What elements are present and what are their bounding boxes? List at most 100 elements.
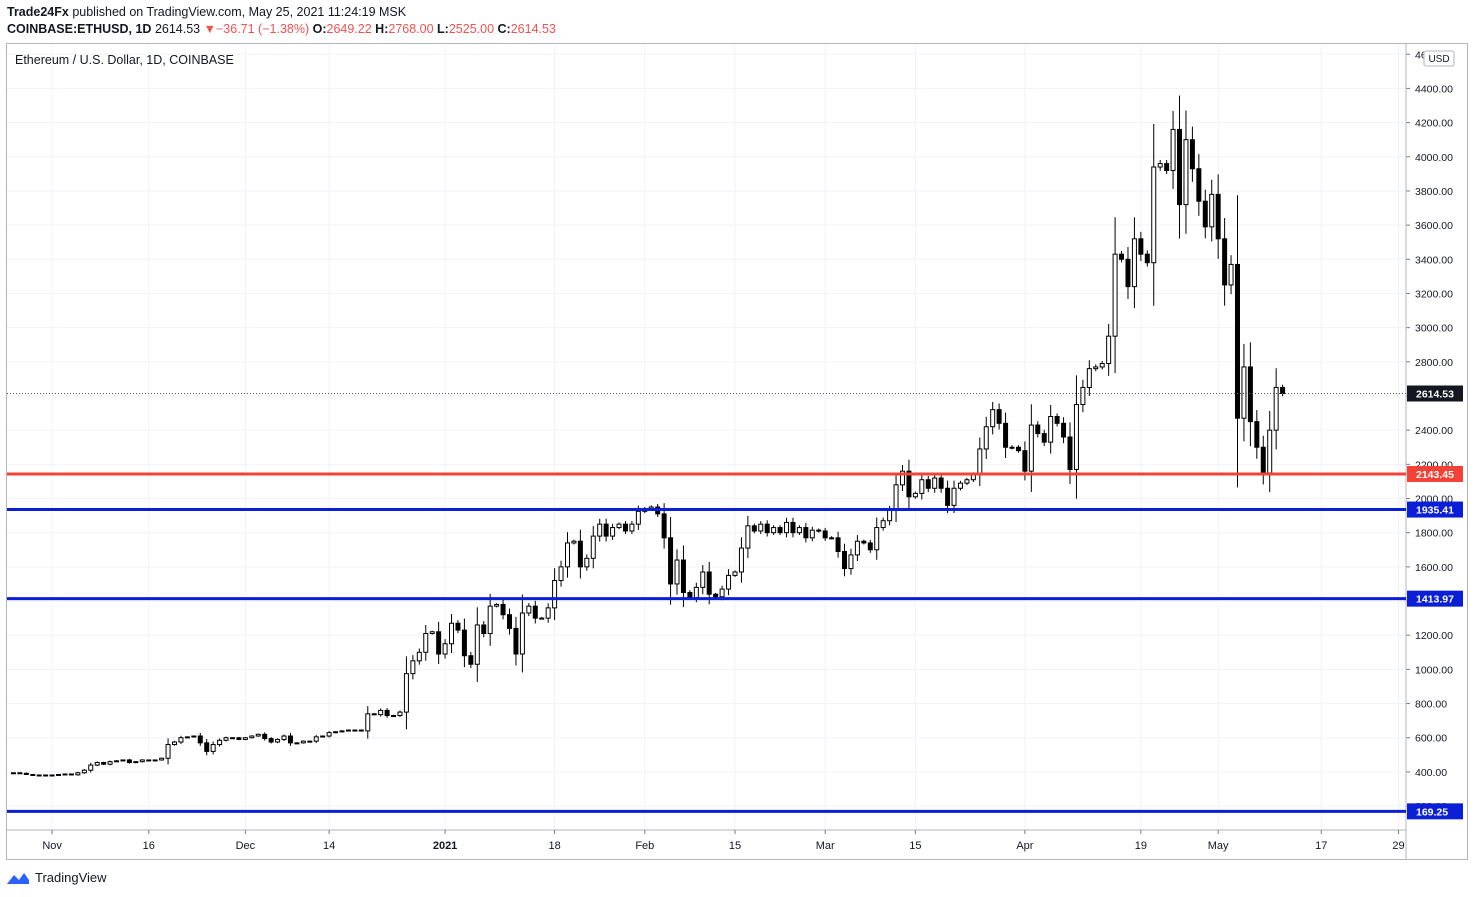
candle — [449, 622, 455, 645]
candle — [326, 732, 332, 737]
high-value: 2768.00 — [388, 22, 434, 36]
candle — [809, 529, 815, 539]
candle — [88, 764, 94, 771]
candle — [494, 603, 500, 607]
candle — [983, 426, 989, 450]
candle — [56, 773, 62, 776]
candle — [197, 735, 203, 744]
candle — [925, 479, 931, 489]
candle — [1164, 163, 1170, 171]
candle — [842, 550, 848, 570]
level-label: 1413.97 — [1416, 594, 1454, 606]
candle — [416, 651, 422, 662]
candle — [300, 740, 306, 744]
candle — [391, 715, 397, 718]
level-badge — [1407, 590, 1463, 607]
x-tick-label: May — [1208, 840, 1229, 852]
down-arrow-icon: ▼ — [203, 22, 216, 36]
candle — [803, 527, 809, 539]
tradingview-logo-icon — [7, 872, 29, 884]
candle — [938, 477, 944, 489]
candle — [307, 740, 313, 743]
y-tick-label: 1800.00 — [1415, 528, 1453, 540]
candle — [1247, 366, 1253, 423]
candle — [210, 744, 216, 752]
tradingview-footer[interactable]: TradingView — [6, 870, 107, 885]
candle — [487, 605, 493, 635]
candle — [1273, 386, 1279, 431]
candle — [1003, 422, 1009, 448]
y-tick-label: 3000.00 — [1415, 323, 1453, 335]
level-label: 2143.45 — [1416, 469, 1454, 481]
candle — [1048, 415, 1054, 443]
symbol-label: COINBASE:ETHUSD, 1D — [7, 22, 152, 36]
level-label: 169.25 — [1416, 806, 1448, 818]
candle — [726, 574, 732, 590]
candle — [635, 510, 641, 525]
candle — [403, 673, 409, 713]
candle — [532, 605, 538, 619]
candle — [584, 557, 590, 568]
x-tick-label: 29 — [1392, 840, 1404, 852]
x-tick-label: Nov — [42, 840, 62, 852]
candle — [577, 540, 583, 568]
candle — [1170, 128, 1176, 171]
candle — [996, 409, 1002, 424]
candle — [1196, 168, 1202, 202]
author-name[interactable]: Trade24Fx — [7, 5, 69, 19]
candle — [545, 607, 551, 619]
candle — [1022, 450, 1028, 472]
y-tick-label: 3400.00 — [1415, 254, 1453, 266]
candle — [229, 737, 235, 740]
candle — [912, 492, 918, 498]
candle — [1086, 368, 1092, 388]
candle — [101, 762, 107, 765]
candle — [81, 769, 87, 774]
candle — [674, 559, 680, 585]
candle — [1099, 363, 1105, 368]
y-tick-label: 600.00 — [1415, 733, 1447, 745]
candle — [204, 742, 210, 752]
candle — [1144, 253, 1150, 264]
y-tick-label: 800.00 — [1415, 699, 1447, 711]
x-tick-label: Feb — [635, 840, 654, 852]
candle — [281, 735, 287, 740]
candle — [146, 759, 152, 762]
candle — [771, 527, 777, 534]
candle — [932, 477, 938, 489]
open-label: O: — [312, 22, 327, 36]
candle — [1202, 200, 1208, 228]
candle — [738, 547, 744, 573]
candle — [1157, 163, 1163, 168]
x-tick-label: 15 — [909, 840, 921, 852]
x-tick-label: 2021 — [433, 840, 457, 852]
candle — [371, 713, 377, 716]
candle — [1112, 253, 1118, 337]
candle — [597, 523, 603, 537]
candle — [436, 631, 442, 655]
candle — [172, 741, 177, 746]
candle — [822, 530, 828, 539]
candle — [764, 523, 770, 534]
candle — [719, 588, 725, 598]
candle — [287, 735, 293, 744]
candle — [178, 737, 184, 743]
candle — [1177, 128, 1183, 206]
candle — [816, 529, 822, 532]
candle — [1215, 193, 1221, 240]
candle — [455, 622, 461, 631]
candle — [352, 729, 358, 732]
high-label: H: — [375, 22, 389, 36]
candle — [120, 759, 126, 762]
candle — [262, 733, 268, 740]
candle — [854, 540, 860, 556]
published-text: published on TradingView.com, May 25, 20… — [72, 5, 407, 19]
candle — [687, 591, 693, 599]
candle — [75, 772, 81, 776]
candle — [893, 484, 899, 511]
candle — [1209, 193, 1215, 228]
candle — [62, 773, 68, 776]
x-tick-label: 14 — [323, 840, 335, 852]
candle — [610, 527, 616, 537]
